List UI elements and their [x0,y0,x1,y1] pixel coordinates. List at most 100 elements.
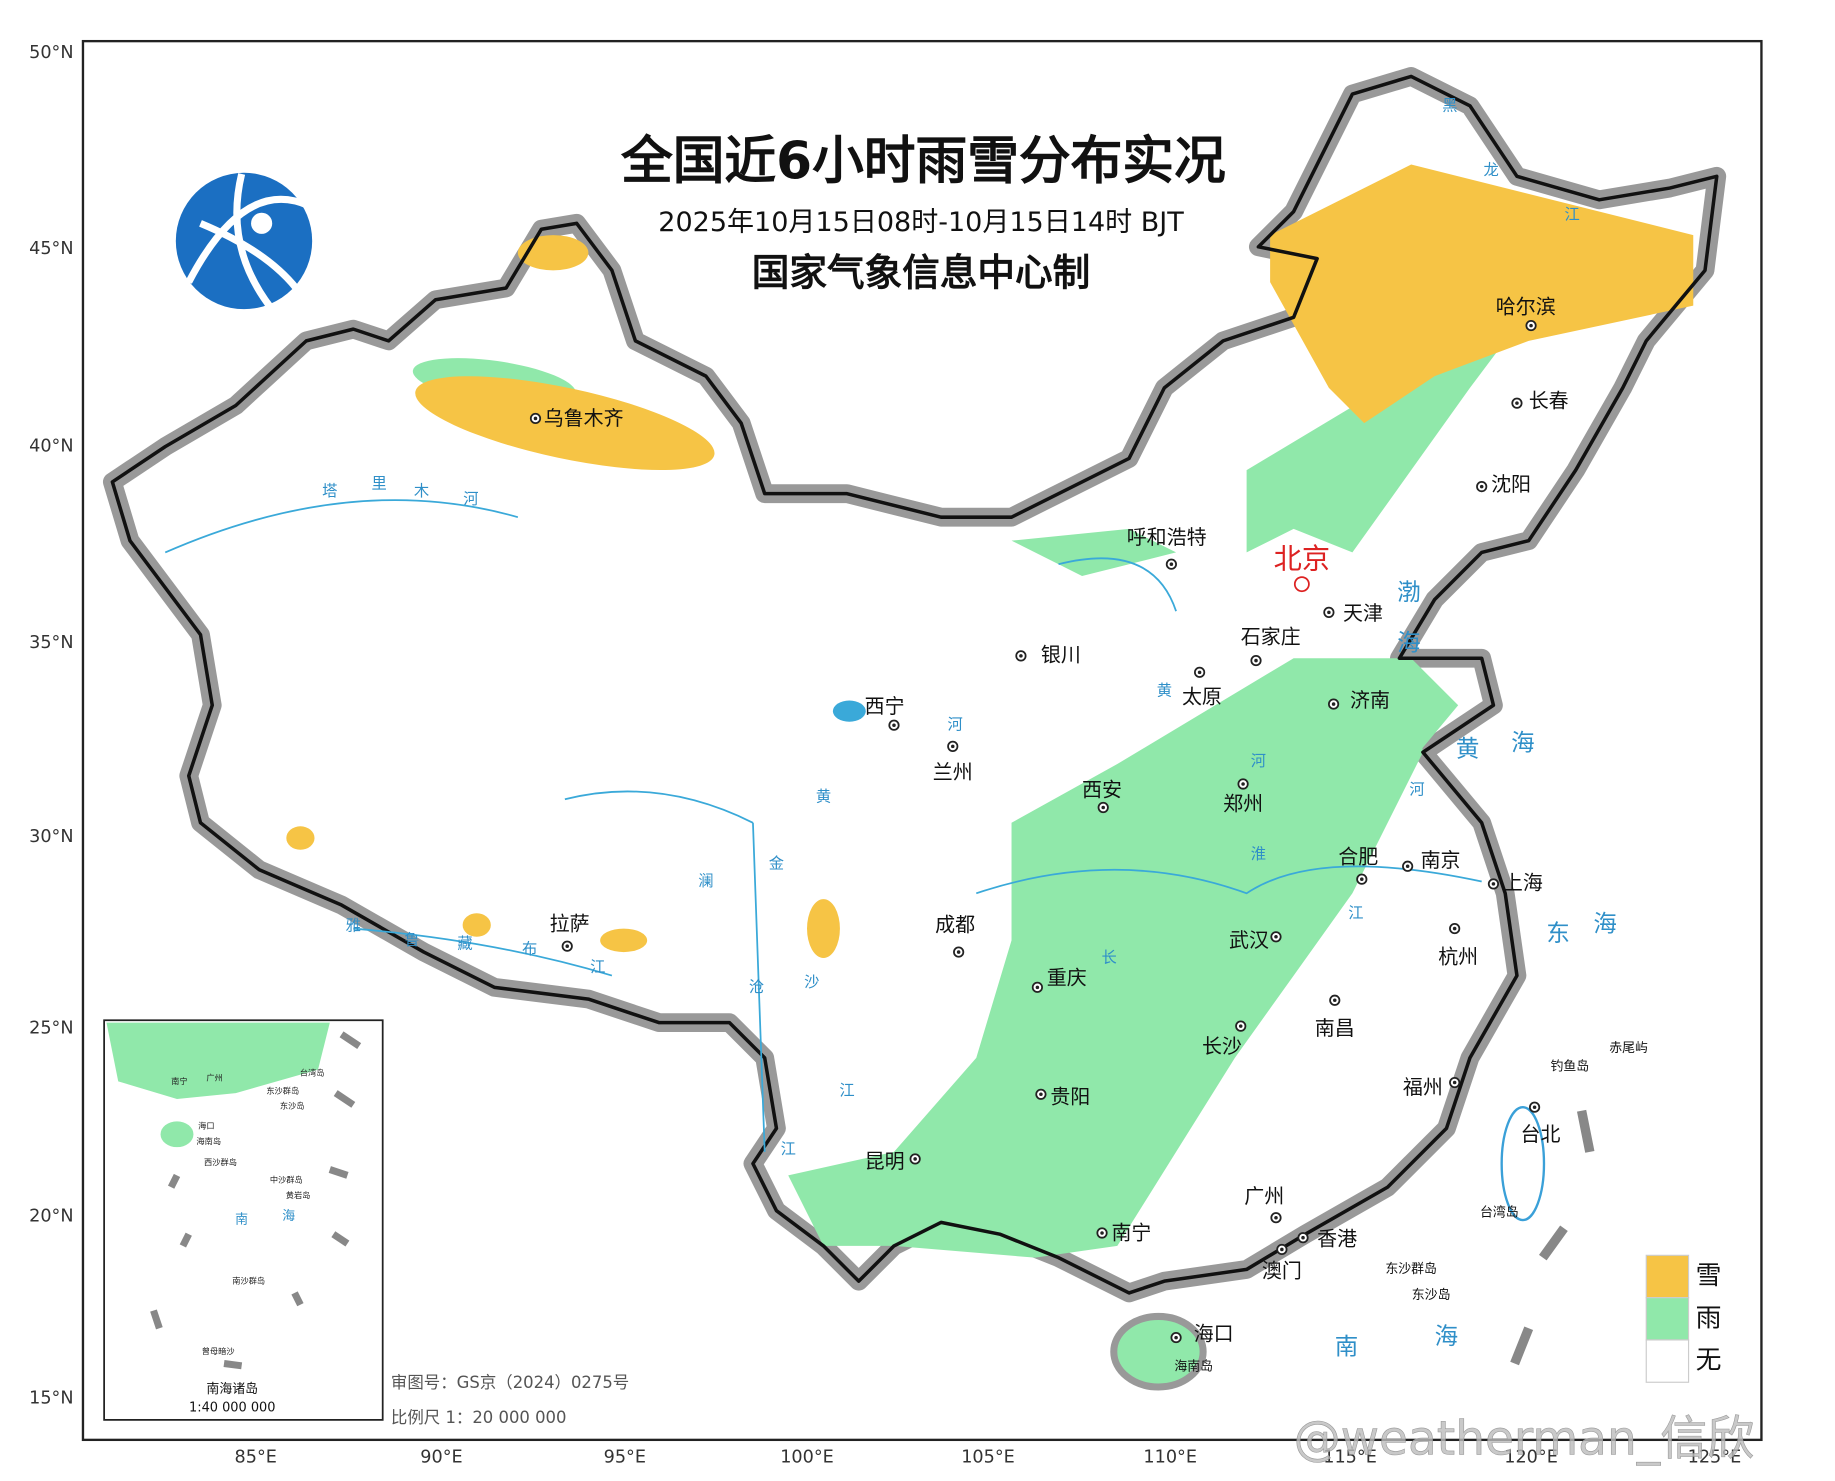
river-label: 龙 [1483,161,1498,179]
river-label: 澜 [698,872,713,890]
legend: 雪雨无 [1645,1254,1722,1383]
capital-label: 北京 [1274,543,1330,576]
lat-label: 30°N [29,827,73,847]
lon-label: 85°E [235,1447,277,1467]
lat-label: 40°N [29,437,73,457]
city-label: 南昌 [1315,1016,1355,1040]
inset-scale: 1:40 000 000 [189,1401,275,1416]
river-label: 江 [839,1081,854,1099]
lat-label: 15°N [29,1389,73,1409]
city-dot-center [950,744,955,749]
inset-label: 海 [282,1209,295,1224]
watermark: @weatherman_信欣 [1294,1412,1755,1467]
sea-label: 东 [1546,919,1570,947]
city-label: 兰州 [933,760,973,784]
city-label: 香港 [1317,1227,1357,1251]
city-label: 石家庄 [1241,625,1301,649]
inset-label: 曾母暗沙 [202,1346,235,1356]
river-label: 黄 [816,787,831,805]
city-dot-center [1241,782,1245,786]
city-dot-center [1274,1215,1278,1220]
logo [175,172,313,311]
inset-label: 南沙群岛 [232,1276,265,1286]
city-label: 长沙 [1202,1034,1242,1058]
city-dot-center [1333,998,1337,1003]
map-producer: 国家气象信息中心制 [752,251,1090,295]
city-dot-center [1100,1231,1104,1235]
city-label: 福州 [1403,1075,1443,1099]
city-dot-center [913,1157,917,1161]
legend-swatch [1645,1254,1690,1299]
island-label: 东沙岛 [1412,1287,1451,1303]
city-label: 南京 [1421,848,1461,872]
river-label: 江 [1348,904,1363,922]
inset-label: 海口 [198,1121,214,1131]
river-label: 江 [781,1140,796,1158]
legend-swatch [1645,1297,1690,1341]
city-label: 沈阳 [1491,472,1531,496]
city-dot-center [1515,401,1519,405]
city-dot-center [1101,805,1105,810]
lon-label: 105°E [961,1447,1015,1467]
city-dot-center [533,416,538,421]
river-label: 淮 [1251,845,1266,863]
city-label: 长春 [1529,388,1569,412]
city-label: 济南 [1350,688,1390,712]
lon-label: 90°E [420,1447,462,1467]
city-label: 西宁 [865,694,905,718]
approval-number: 审图号：GS京（2024）0275号 [391,1373,629,1392]
sea-label: 海 [1435,1322,1459,1350]
river-label: 里 [372,475,387,493]
city-dot-center [1452,926,1457,931]
city-label: 南宁 [1111,1221,1151,1245]
city-label: 重庆 [1047,966,1087,990]
city-dot-center [956,950,961,954]
city-dot-center [1532,1105,1537,1109]
sea-label: 渤 [1397,578,1421,606]
city-dot-center [1479,484,1484,489]
lon-label: 100°E [780,1447,834,1467]
river-label: 沙 [804,973,819,991]
inset-label: 海南岛 [196,1136,221,1146]
river-label: 藏 [457,934,472,952]
city-label: 台北 [1520,1122,1560,1146]
city-dot-center [565,944,569,948]
river-label: 河 [1409,780,1424,798]
lat-label: 35°N [29,633,73,653]
city-label: 杭州 [1438,944,1478,968]
river-label: 塔 [322,482,337,500]
river-label: 黑 [1442,96,1457,114]
city-dot-center [1274,935,1278,939]
river-label: 沧 [749,978,764,996]
inset [103,1019,384,1421]
river-label: 木 [414,482,429,500]
inset-label: 东沙岛 [280,1101,305,1111]
lon-label: 125°E [1688,1447,1742,1467]
river-label: 河 [1251,752,1266,770]
city-label: 西安 [1082,778,1122,802]
legend-label: 雪 [1696,1261,1722,1291]
city-label: 武汉 [1229,928,1269,952]
lat-label: 50°N [29,43,73,63]
inset-title: 南海诸岛 [206,1381,258,1397]
inset-label: 中沙群岛 [270,1175,303,1185]
river-label: 布 [522,940,537,958]
lon-label: 95°E [604,1447,646,1467]
city-label: 上海 [1503,870,1543,894]
city-label: 成都 [935,913,975,937]
map-subtitle: 2025年10月15日08时-10月15日14时 BJT [658,207,1184,238]
city-dot-center [892,723,896,727]
river-label: 江 [1565,206,1580,224]
city-label: 天津 [1343,601,1383,625]
city-dot-center [1331,702,1336,706]
legend-label: 雨 [1696,1303,1722,1333]
city-label: 哈尔滨 [1496,294,1556,318]
city-dot-center [1254,658,1258,663]
sea-label: 黄 [1456,734,1480,762]
city-label: 广州 [1244,1184,1284,1208]
inset-label: 黄岩岛 [286,1190,311,1200]
river-label: 雅 [346,917,361,935]
city-dot-center [1280,1247,1284,1252]
island-label: 钓鱼岛 [1550,1059,1589,1075]
